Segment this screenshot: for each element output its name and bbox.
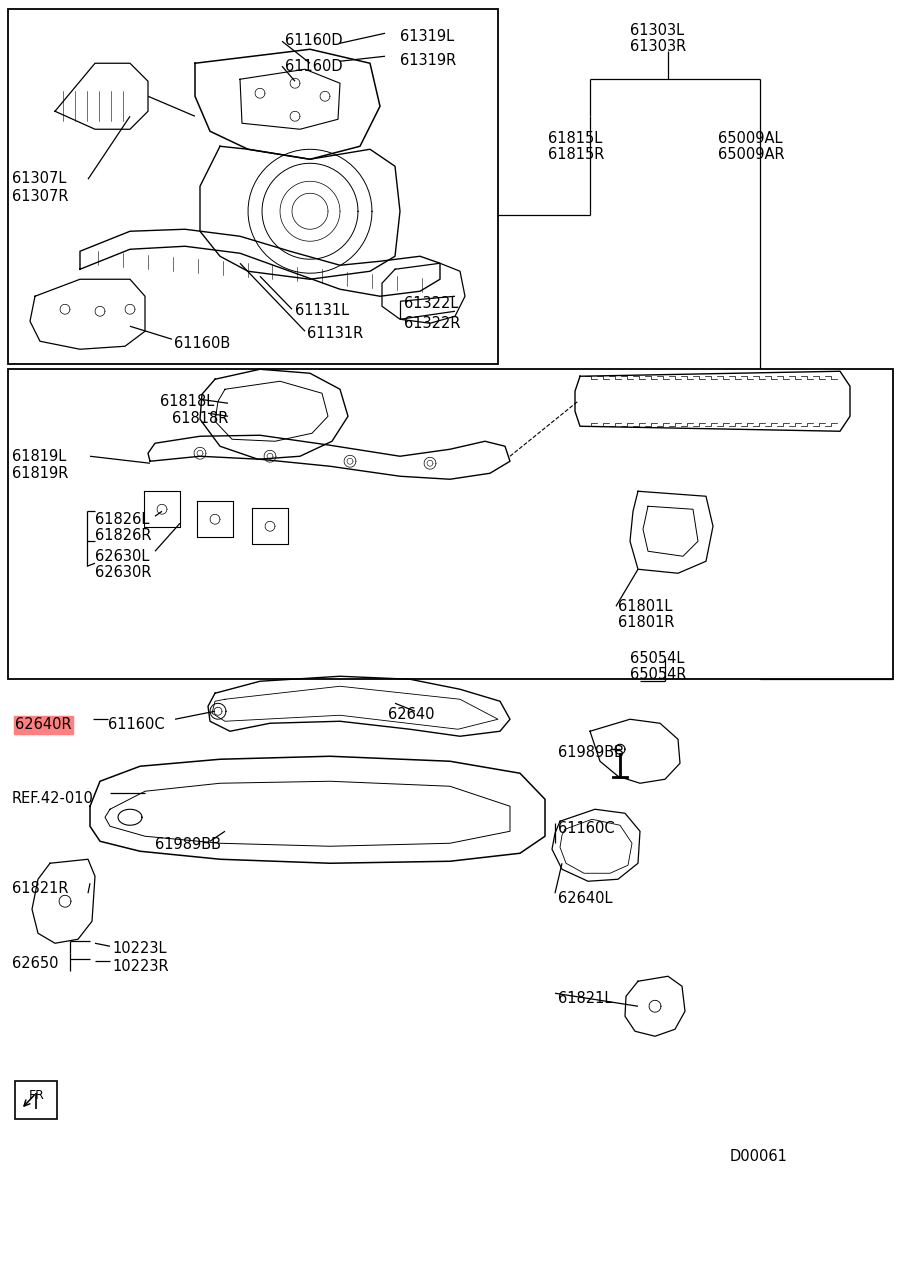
- Text: 10223R: 10223R: [112, 959, 169, 974]
- Text: 61826R: 61826R: [95, 529, 152, 543]
- Text: 61821R: 61821R: [12, 881, 68, 896]
- Text: 61801R: 61801R: [618, 616, 674, 631]
- Text: 61319L: 61319L: [400, 29, 454, 45]
- Text: 61303R: 61303R: [630, 40, 686, 54]
- Text: 62630L: 62630L: [95, 549, 149, 564]
- Text: REF.42-010: REF.42-010: [12, 792, 94, 806]
- Text: 62650: 62650: [12, 956, 58, 972]
- Text: MITSUBISHI - 5256A600    N - 62640R: MITSUBISHI - 5256A600 N - 62640R: [181, 1216, 728, 1244]
- Text: 62630R: 62630R: [95, 566, 152, 580]
- Text: 62640L: 62640L: [558, 891, 613, 907]
- Text: 61815R: 61815R: [548, 147, 604, 162]
- Text: 65054L: 65054L: [630, 651, 684, 667]
- Text: 65054R: 65054R: [630, 668, 686, 682]
- Text: 61821L: 61821L: [558, 991, 613, 1006]
- Text: 61160B: 61160B: [174, 336, 230, 351]
- Text: 62640R: 62640R: [15, 718, 72, 732]
- Bar: [8, 9, 498, 364]
- Text: 61818R: 61818R: [172, 411, 228, 427]
- Text: FR: FR: [29, 1089, 45, 1102]
- Bar: [15, 1082, 57, 1119]
- Text: 61131R: 61131R: [307, 326, 364, 341]
- Text: 61303L: 61303L: [630, 23, 684, 38]
- Text: 61160C: 61160C: [108, 718, 165, 732]
- Text: 65009AR: 65009AR: [718, 147, 784, 162]
- Text: 61826L: 61826L: [95, 512, 149, 527]
- Text: 61819L: 61819L: [12, 450, 66, 465]
- Text: 10223L: 10223L: [112, 941, 166, 956]
- Text: 65009AL: 65009AL: [718, 132, 783, 147]
- Text: 61819R: 61819R: [12, 466, 68, 481]
- Text: 61319R: 61319R: [400, 54, 456, 68]
- Text: 61801L: 61801L: [618, 599, 673, 614]
- Text: 61322R: 61322R: [404, 317, 461, 331]
- Text: 61307R: 61307R: [12, 189, 68, 204]
- Text: 61989BB: 61989BB: [558, 746, 624, 760]
- Text: 61815L: 61815L: [548, 132, 603, 147]
- Text: 61131L: 61131L: [295, 303, 349, 318]
- Text: 61818L: 61818L: [160, 395, 215, 409]
- Text: 61307L: 61307L: [12, 171, 66, 186]
- Text: 61160D: 61160D: [285, 33, 343, 49]
- Text: 61160D: 61160D: [285, 59, 343, 74]
- Text: D00061: D00061: [730, 1149, 788, 1165]
- Text: 61989BB: 61989BB: [155, 838, 221, 852]
- Text: 61160C: 61160C: [558, 821, 614, 836]
- Text: 62640: 62640: [388, 707, 435, 723]
- Text: 61322L: 61322L: [404, 296, 458, 312]
- Bar: [8, 369, 893, 679]
